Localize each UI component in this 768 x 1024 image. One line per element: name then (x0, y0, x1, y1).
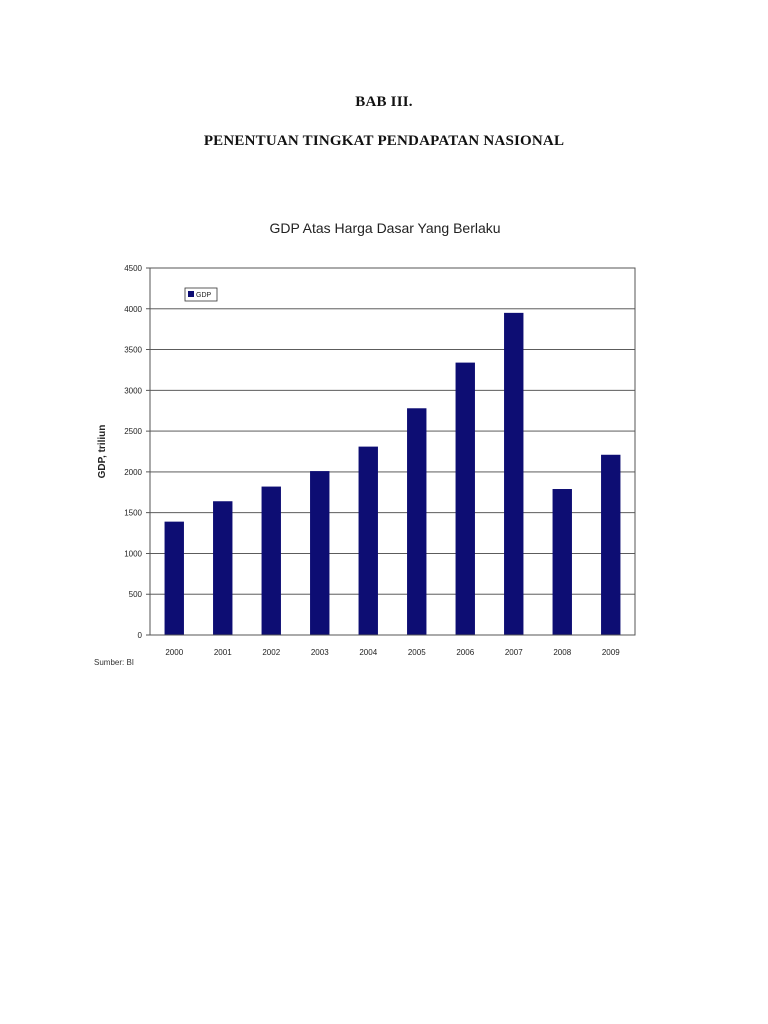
x-tick-label: 2007 (505, 648, 523, 657)
y-tick-label: 0 (138, 631, 143, 640)
chapter-title: PENENTUAN TINGKAT PENDAPATAN NASIONAL (203, 133, 565, 149)
bar-2006 (455, 362, 475, 635)
y-tick-label: 1000 (124, 549, 142, 558)
x-tick-label: 2009 (602, 648, 620, 657)
bar-2004 (358, 446, 378, 635)
bar-2002 (261, 486, 281, 635)
x-tick-label: 2005 (408, 648, 426, 657)
y-tick-label: 4500 (124, 264, 142, 273)
x-tick-label: 2000 (165, 648, 183, 657)
y-tick-label: 3000 (124, 386, 142, 395)
gdp-bar-chart: GDP Atas Harga Dasar Yang Berlaku 0 500 10… (94, 220, 636, 667)
legend-label: GDP (196, 292, 212, 299)
x-tick-label: 2003 (311, 648, 329, 657)
bar-2003 (310, 471, 330, 635)
x-tick-label: 2001 (214, 648, 232, 657)
y-axis-ticks: 0 500 1000 1500 2000 2500 3000 3500 4000 4500 (124, 264, 150, 640)
x-tick-label: 2008 (553, 648, 571, 657)
bar-2007 (504, 312, 524, 635)
y-tick-label: 2000 (124, 468, 142, 477)
bar-2005 (407, 408, 427, 635)
y-tick-label: 4000 (124, 305, 142, 314)
y-tick-label: 500 (129, 590, 143, 599)
y-tick-label: 3500 (124, 346, 142, 355)
bar-2001 (213, 501, 233, 635)
y-axis-label: GDP, triliun (97, 425, 108, 479)
chart-bars (164, 312, 621, 635)
chart-legend: GDP (184, 287, 218, 302)
bar-2000 (164, 521, 184, 635)
plot-area-frame (149, 267, 636, 636)
x-tick-label: 2006 (456, 648, 474, 657)
gdp-chart-figure: GDP Atas Harga Dasar Yang Berlaku 0 500 10… (88, 205, 648, 680)
source-note: Sumber: BI (94, 658, 134, 667)
x-tick-label: 2004 (359, 648, 377, 657)
y-tick-label: 1500 (124, 509, 142, 518)
x-axis-ticks: 2000 2001 2002 2003 2004 2005 2006 2007 2008 2009 (165, 648, 620, 657)
chapter-label: BAB III. (355, 94, 413, 110)
legend-swatch (188, 291, 194, 297)
y-tick-label: 2500 (124, 427, 142, 436)
bar-2008 (552, 489, 572, 635)
bar-2009 (601, 454, 621, 635)
x-tick-label: 2002 (262, 648, 280, 657)
chart-title: GDP Atas Harga Dasar Yang Berlaku (269, 220, 500, 236)
